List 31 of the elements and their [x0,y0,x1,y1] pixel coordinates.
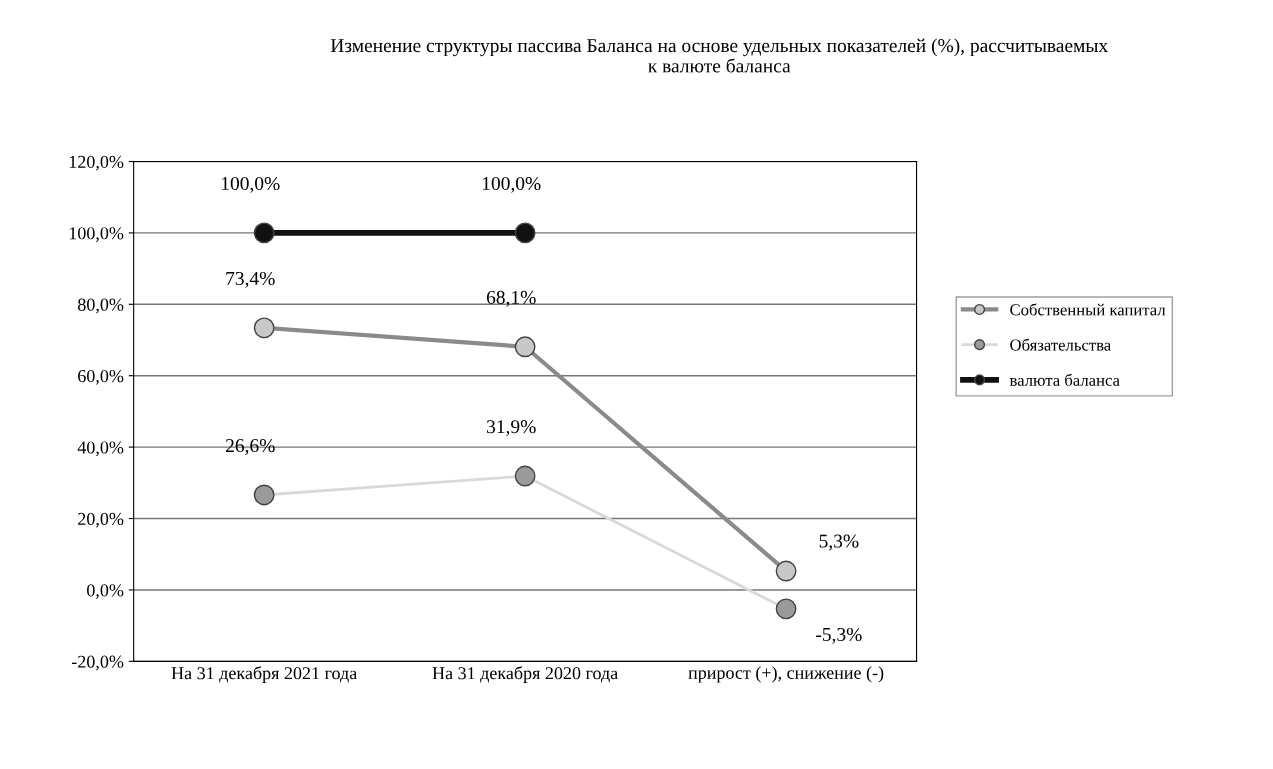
legend-label: валюта баланса [1009,373,1120,386]
point [775,598,797,620]
data-label: 100,0% [482,176,541,193]
legend-label: Обязательства [1010,338,1111,351]
data-label: -5,3% [816,627,862,644]
legend-label: Собственный капитал [1010,303,1166,316]
data-label: 100,0% [222,176,280,193]
y-tick-label: 60,0% [78,369,124,385]
y-tick-label: 20,0% [78,512,124,528]
data-label: 68,1% [486,290,536,307]
y-tick-label: 120,0% [69,155,124,171]
point [253,484,275,506]
data-label: 5,3% [819,534,859,551]
point [514,465,536,487]
point [514,336,536,358]
point [253,222,275,244]
y-tick-label: 0,0% [87,584,124,599]
x-tick-label: прирост (+), снижение (-) [688,666,884,683]
point [514,222,536,244]
x-tick-label: На 31 декабря 2020 года [432,666,618,683]
y-tick-label: 100,0% [69,227,124,242]
y-tick-label: -20,0% [71,655,124,671]
x-tick-label: На 31 декабря 2021 года [171,666,357,683]
data-label: 73,4% [226,271,275,288]
chart-title: Изменение структуры пассива Баланса на основе удельных показателей (%), рассчитываемых к валюте баланса [330,38,1108,73]
y-tick-label: 80,0% [77,298,124,314]
data-label: 26,6% [226,439,275,455]
point [775,560,797,582]
point [253,317,275,339]
data-label: 31,9% [487,420,536,436]
y-tick-label: 40,0% [77,441,124,457]
